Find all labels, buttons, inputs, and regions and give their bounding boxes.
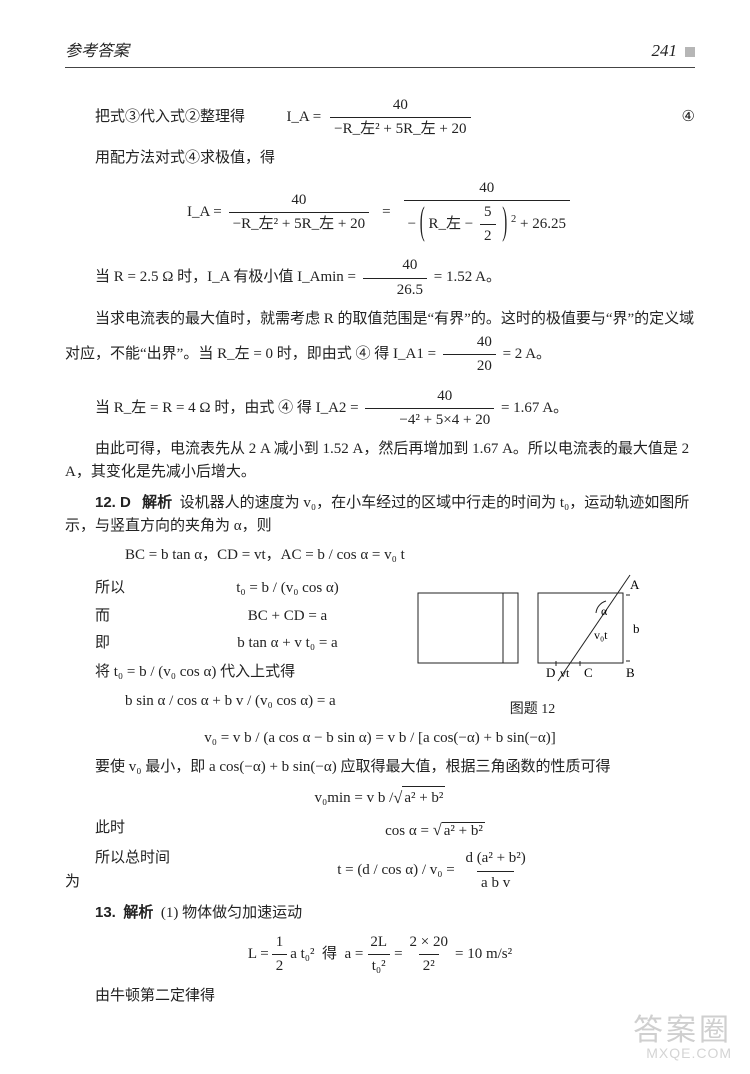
- eq-L: L = 1 2 a t₀² 得 a = 2L t₀² = 2 × 20 2² =…: [65, 931, 695, 979]
- eq-v0min: v₀min = v b / √a² + b²: [65, 785, 695, 811]
- eq-11: b sin α / cos α + b v / (v₀ cos α) = a: [65, 690, 400, 713]
- figure-caption: 图题 12: [400, 699, 665, 721]
- page-header: 参考答案 241: [65, 38, 695, 68]
- page-marker: [685, 47, 695, 57]
- svg-text:B: B: [626, 665, 635, 680]
- equation-4: 把式③代入式②整理得 I_A = 40 −R_左² + 5R_左 + 20 ④: [65, 94, 695, 142]
- watermark-top: 答案圈: [633, 1016, 732, 1046]
- pair-ie: 即 b tan α + v t₀ = a: [65, 632, 400, 655]
- para-17: 由牛顿第二定律得: [65, 985, 695, 1008]
- pair-cos: 此时 cos α = √a² + b²: [65, 817, 695, 843]
- eqn-tag-4: ④: [682, 106, 695, 129]
- para-4: 当 R = 2.5 Ω 时，I_A 有极小值 I_Amin = 40 26.5 …: [65, 254, 695, 302]
- svg-text:D: D: [546, 665, 555, 680]
- para-2: 用配方法对式④求极值，得: [65, 147, 695, 170]
- eq-bc-cd-ac: BC = b tan α，CD = vt，AC = b / cos α = v₀…: [65, 544, 695, 567]
- svg-text:v₀t: v₀t: [594, 628, 608, 642]
- para-6: 当 R_左 = R = 4 Ω 时，由式 ④ 得 I_A2 = 40 −4² +…: [65, 385, 695, 433]
- q12: 12. D 解析 设机器人的速度为 v₀，在小车经过的区域中行走的时间为 t₀，…: [65, 491, 695, 539]
- para-10: 将 t₀ = b / (v₀ cos α) 代入上式得: [65, 661, 400, 684]
- svg-text:vt: vt: [560, 666, 570, 680]
- svg-text:α: α: [601, 604, 608, 618]
- eq-12: v₀ = v b / (a cos α − b sin α) = v b / […: [65, 727, 695, 750]
- svg-text:C: C: [584, 665, 593, 680]
- figure-12: A B C D α v₀t b vt 图题 12: [400, 573, 665, 721]
- pair-total-time: 所以总时间为 t = (d / cos α) / v₀ = d (a² + b²…: [65, 847, 695, 895]
- pair-so: 所以 t₀ = b / (v₀ cos α): [65, 577, 400, 600]
- page-number: 241: [652, 38, 696, 65]
- pair-and: 而 BC + CD = a: [65, 605, 400, 628]
- page: 参考答案 241 把式③代入式②整理得 I_A = 40 −R_左² + 5R_…: [0, 0, 750, 1074]
- svg-text:b: b: [633, 621, 640, 636]
- header-left: 参考答案: [65, 40, 129, 65]
- equation-completion: I_A = 40 −R_左² + 5R_左 + 20 = 40 − ( R_左 …: [65, 177, 695, 249]
- watermark-bottom: MXQE.COM: [633, 1046, 732, 1060]
- fig-row: 所以 t₀ = b / (v₀ cos α) 而 BC + CD = a 即 b…: [65, 573, 695, 721]
- q13: 13. 解析 (1) 物体做匀加速运动: [65, 901, 695, 925]
- para-5: 当求电流表的最大值时，就需考虑 R 的取值范围是“有界”的。这时的极值要与“界”…: [65, 308, 695, 379]
- para-13: 要使 v₀ 最小，即 a cos(−α) + b sin(−α) 应取得最大值，…: [65, 756, 695, 779]
- svg-text:A: A: [630, 577, 640, 592]
- para-7: 由此可得，电流表先从 2 A 减小到 1.52 A，然后再增加到 1.67 A。…: [65, 438, 695, 485]
- watermark: 答案圈 MXQE.COM: [633, 1016, 732, 1060]
- diagram-svg: A B C D α v₀t b vt: [408, 573, 658, 693]
